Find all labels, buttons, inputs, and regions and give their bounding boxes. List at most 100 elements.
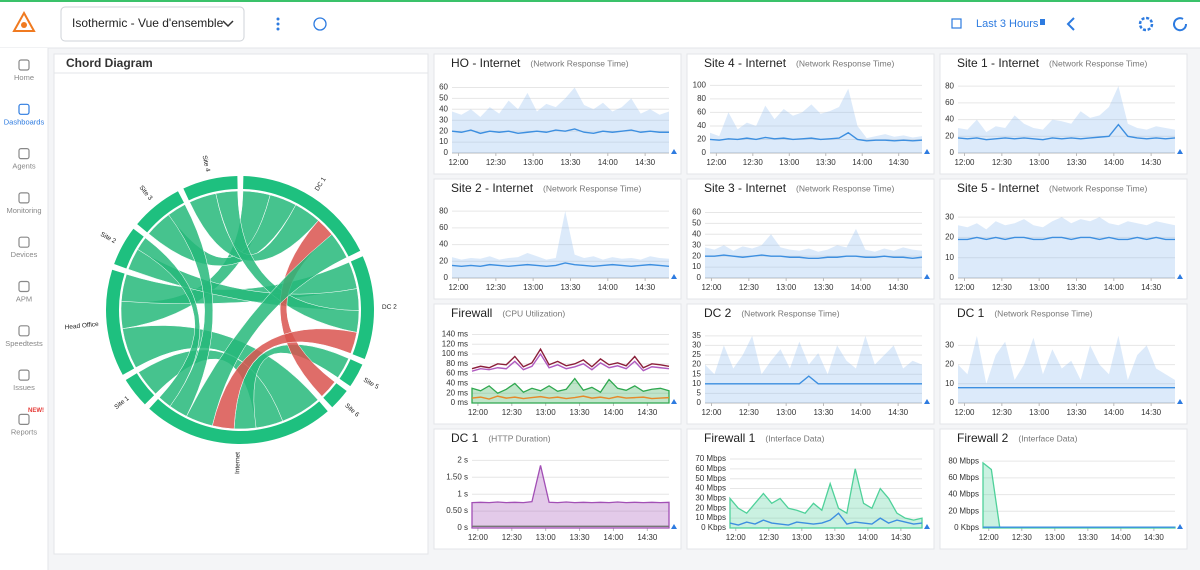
panel-box bbox=[686, 178, 935, 300]
x-tick-label: 14:30 bbox=[888, 408, 909, 417]
panel-box bbox=[939, 428, 1188, 550]
logo[interactable] bbox=[12, 10, 36, 32]
nav-item[interactable]: Home bbox=[14, 59, 34, 82]
time-range[interactable]: Last 3 Hours bbox=[976, 18, 1039, 30]
series-band bbox=[452, 87, 669, 153]
nav-item[interactable]: Speedtests bbox=[5, 325, 43, 348]
nav-label: APM bbox=[16, 294, 32, 303]
panel-box bbox=[686, 303, 935, 425]
x-tick-label: 12:00 bbox=[726, 533, 747, 542]
x-tick-label: 13:30 bbox=[1066, 158, 1087, 167]
series-line bbox=[705, 375, 922, 385]
nav-label: Devices bbox=[11, 250, 38, 259]
y-tick-label: 60 ms bbox=[446, 369, 468, 378]
chord-arc[interactable] bbox=[149, 399, 328, 444]
y-tick-label: 80 bbox=[945, 81, 954, 90]
x-tick-label: 14:30 bbox=[889, 158, 910, 167]
nav-item[interactable]: Monitoring bbox=[6, 192, 42, 215]
nav-item[interactable]: Devices bbox=[11, 236, 38, 259]
chord-arc[interactable] bbox=[114, 228, 144, 269]
back-button[interactable] bbox=[1066, 17, 1075, 31]
y-tick-label: 140 ms bbox=[442, 330, 468, 339]
series-line bbox=[709, 131, 923, 142]
x-tick-label: 12:30 bbox=[992, 283, 1013, 292]
x-tick-label: 14:00 bbox=[858, 533, 879, 542]
refresh-button[interactable] bbox=[1173, 17, 1188, 32]
y-tick-label: 40 bbox=[697, 121, 706, 130]
chord-arc[interactable] bbox=[323, 383, 347, 408]
panel-subtitle: (Network Response Time) bbox=[796, 58, 894, 68]
chord-arc[interactable] bbox=[183, 176, 238, 201]
y-tick-label: 0 bbox=[950, 273, 955, 282]
y-tick-label: 0 bbox=[444, 273, 449, 282]
x-tick-label: 13:00 bbox=[536, 533, 557, 542]
y-tick-label: 30 bbox=[945, 341, 954, 350]
pin-icon[interactable] bbox=[1040, 19, 1045, 25]
chart-panel: Site 2 - Internet (Network Response Time)… bbox=[433, 178, 682, 300]
y-tick-label: 50 bbox=[692, 218, 701, 227]
range-marker bbox=[671, 399, 677, 404]
series-line bbox=[957, 123, 1176, 141]
range-marker bbox=[924, 399, 930, 404]
logo-dot bbox=[21, 22, 27, 28]
nav-item[interactable]: Issues bbox=[13, 369, 35, 392]
panel-title: Firewall 2 bbox=[957, 431, 1009, 445]
y-tick-label: 30 bbox=[439, 115, 448, 124]
chord-arc[interactable] bbox=[243, 176, 361, 257]
chord-arc[interactable] bbox=[339, 359, 363, 387]
y-tick-label: 40 Mbps bbox=[948, 490, 979, 499]
series-band bbox=[705, 335, 922, 403]
y-tick-label: 20 bbox=[697, 135, 706, 144]
panel-title: DC 2 bbox=[704, 306, 732, 320]
x-tick-label: 12:00 bbox=[979, 533, 1000, 542]
panel-subtitle: (Network Response Time) bbox=[796, 183, 894, 193]
range-marker bbox=[1177, 399, 1183, 404]
series-band bbox=[710, 88, 922, 153]
x-tick-label: 14:00 bbox=[852, 158, 873, 167]
chord-arc[interactable] bbox=[137, 191, 184, 233]
chord-arc[interactable] bbox=[106, 269, 135, 375]
x-tick-label: 13:00 bbox=[1029, 158, 1050, 167]
x-tick-label: 12:30 bbox=[759, 533, 780, 542]
range-marker bbox=[924, 149, 930, 154]
panel-box bbox=[433, 178, 682, 300]
settings-button[interactable] bbox=[1138, 16, 1154, 32]
nav-item[interactable]: Reports NEW! bbox=[11, 408, 44, 436]
chord-arc[interactable] bbox=[350, 256, 375, 360]
dashboard-select[interactable]: Isothermic - Vue d'ensemble bbox=[60, 6, 245, 42]
more-menu[interactable] bbox=[276, 17, 280, 31]
x-tick-label: 14:00 bbox=[1111, 533, 1132, 542]
chord-arc[interactable] bbox=[125, 373, 155, 405]
y-tick-label: 20 bbox=[945, 233, 954, 242]
x-tick-label: 13:30 bbox=[1066, 283, 1087, 292]
nav-item[interactable]: Dashboards bbox=[4, 103, 45, 126]
series-area bbox=[729, 468, 923, 529]
y-tick-label: 80 Mbps bbox=[948, 456, 979, 465]
x-tick-label: 13:30 bbox=[1066, 408, 1087, 417]
y-tick-label: 20 bbox=[945, 131, 954, 140]
x-tick-label: 12:30 bbox=[502, 533, 523, 542]
x-tick-label: 13:00 bbox=[776, 408, 797, 417]
y-tick-label: 10 bbox=[945, 253, 954, 262]
nav-item[interactable]: Agents bbox=[12, 148, 36, 171]
panel-title: Site 1 - Internet bbox=[957, 56, 1040, 70]
x-tick-label: 13:00 bbox=[779, 158, 800, 167]
help-button[interactable] bbox=[313, 17, 327, 31]
x-tick-label: 13:30 bbox=[813, 283, 834, 292]
x-tick-label: 12:30 bbox=[502, 408, 523, 417]
sidebar bbox=[0, 48, 48, 570]
chord-ribbon bbox=[186, 233, 348, 427]
y-tick-label: 0 ms bbox=[451, 398, 468, 407]
x-tick-label: 12:30 bbox=[992, 408, 1013, 417]
panel-subtitle: (HTTP Duration) bbox=[488, 433, 550, 443]
nav-item[interactable]: APM bbox=[16, 280, 32, 304]
x-tick-label: 12:30 bbox=[739, 408, 760, 417]
y-tick-label: 10 bbox=[945, 379, 954, 388]
x-tick-label: 13:00 bbox=[523, 283, 544, 292]
y-tick-label: 40 Mbps bbox=[695, 484, 726, 493]
panel-title: HO - Internet bbox=[451, 56, 521, 70]
panel-title: Firewall 1 bbox=[704, 431, 756, 445]
y-tick-label: 30 bbox=[692, 240, 701, 249]
